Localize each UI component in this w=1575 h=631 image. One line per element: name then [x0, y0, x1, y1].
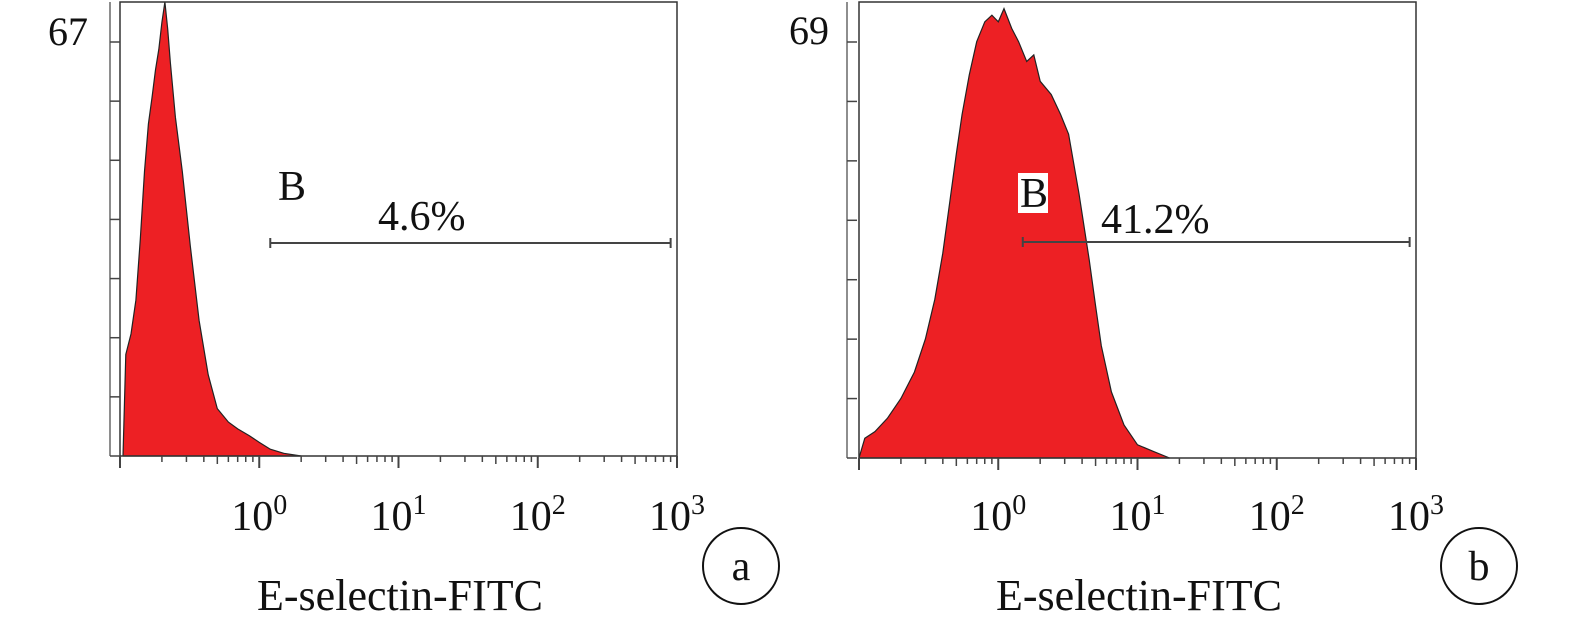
x-tick-label: 101: [371, 490, 427, 540]
x-axis-label: E-selectin-FITC: [257, 571, 543, 620]
x-tick-label: 103: [649, 490, 705, 540]
x-tick-label: 103: [1388, 490, 1444, 540]
gate-percent: 4.6%: [378, 194, 466, 240]
gate-label: B: [278, 164, 306, 210]
gate-percent: 41.2%: [1101, 197, 1210, 243]
histogram-panel-a: 67 100 101 102 103 B 4.6% E-selectin-FITC a: [0, 0, 787, 631]
x-tick-label: 100: [231, 490, 287, 540]
histogram-b-svg: 69 100 101 102 103 B 41.2% E-selectin-FITC b: [789, 1, 1518, 620]
histogram-area: [858, 7, 1170, 459]
x-axis-label: E-selectin-FITC: [996, 571, 1282, 620]
y-max-label: 67: [48, 9, 88, 54]
histogram-area: [122, 1, 302, 457]
y-max-label: 69: [789, 8, 829, 53]
histogram-a-svg: 67 100 101 102 103 B 4.6% E-selectin-FITC a: [48, 1, 780, 620]
x-tick-label: 102: [1249, 490, 1305, 540]
gate-label-background: [1018, 173, 1048, 213]
panel-label: a: [732, 544, 751, 590]
panel-label-circle: [1440, 527, 1518, 605]
x-tick-label: 101: [1110, 490, 1166, 540]
histogram-panel-b: 69 100 101 102 103 B 41.2% E-selectin-FITC b: [787, 0, 1575, 631]
x-tick-label: 100: [970, 490, 1026, 540]
panel-label-circle: [702, 527, 780, 605]
x-tick-label: 102: [510, 490, 566, 540]
gate-label: B: [1020, 171, 1048, 217]
panel-label: b: [1469, 544, 1490, 590]
